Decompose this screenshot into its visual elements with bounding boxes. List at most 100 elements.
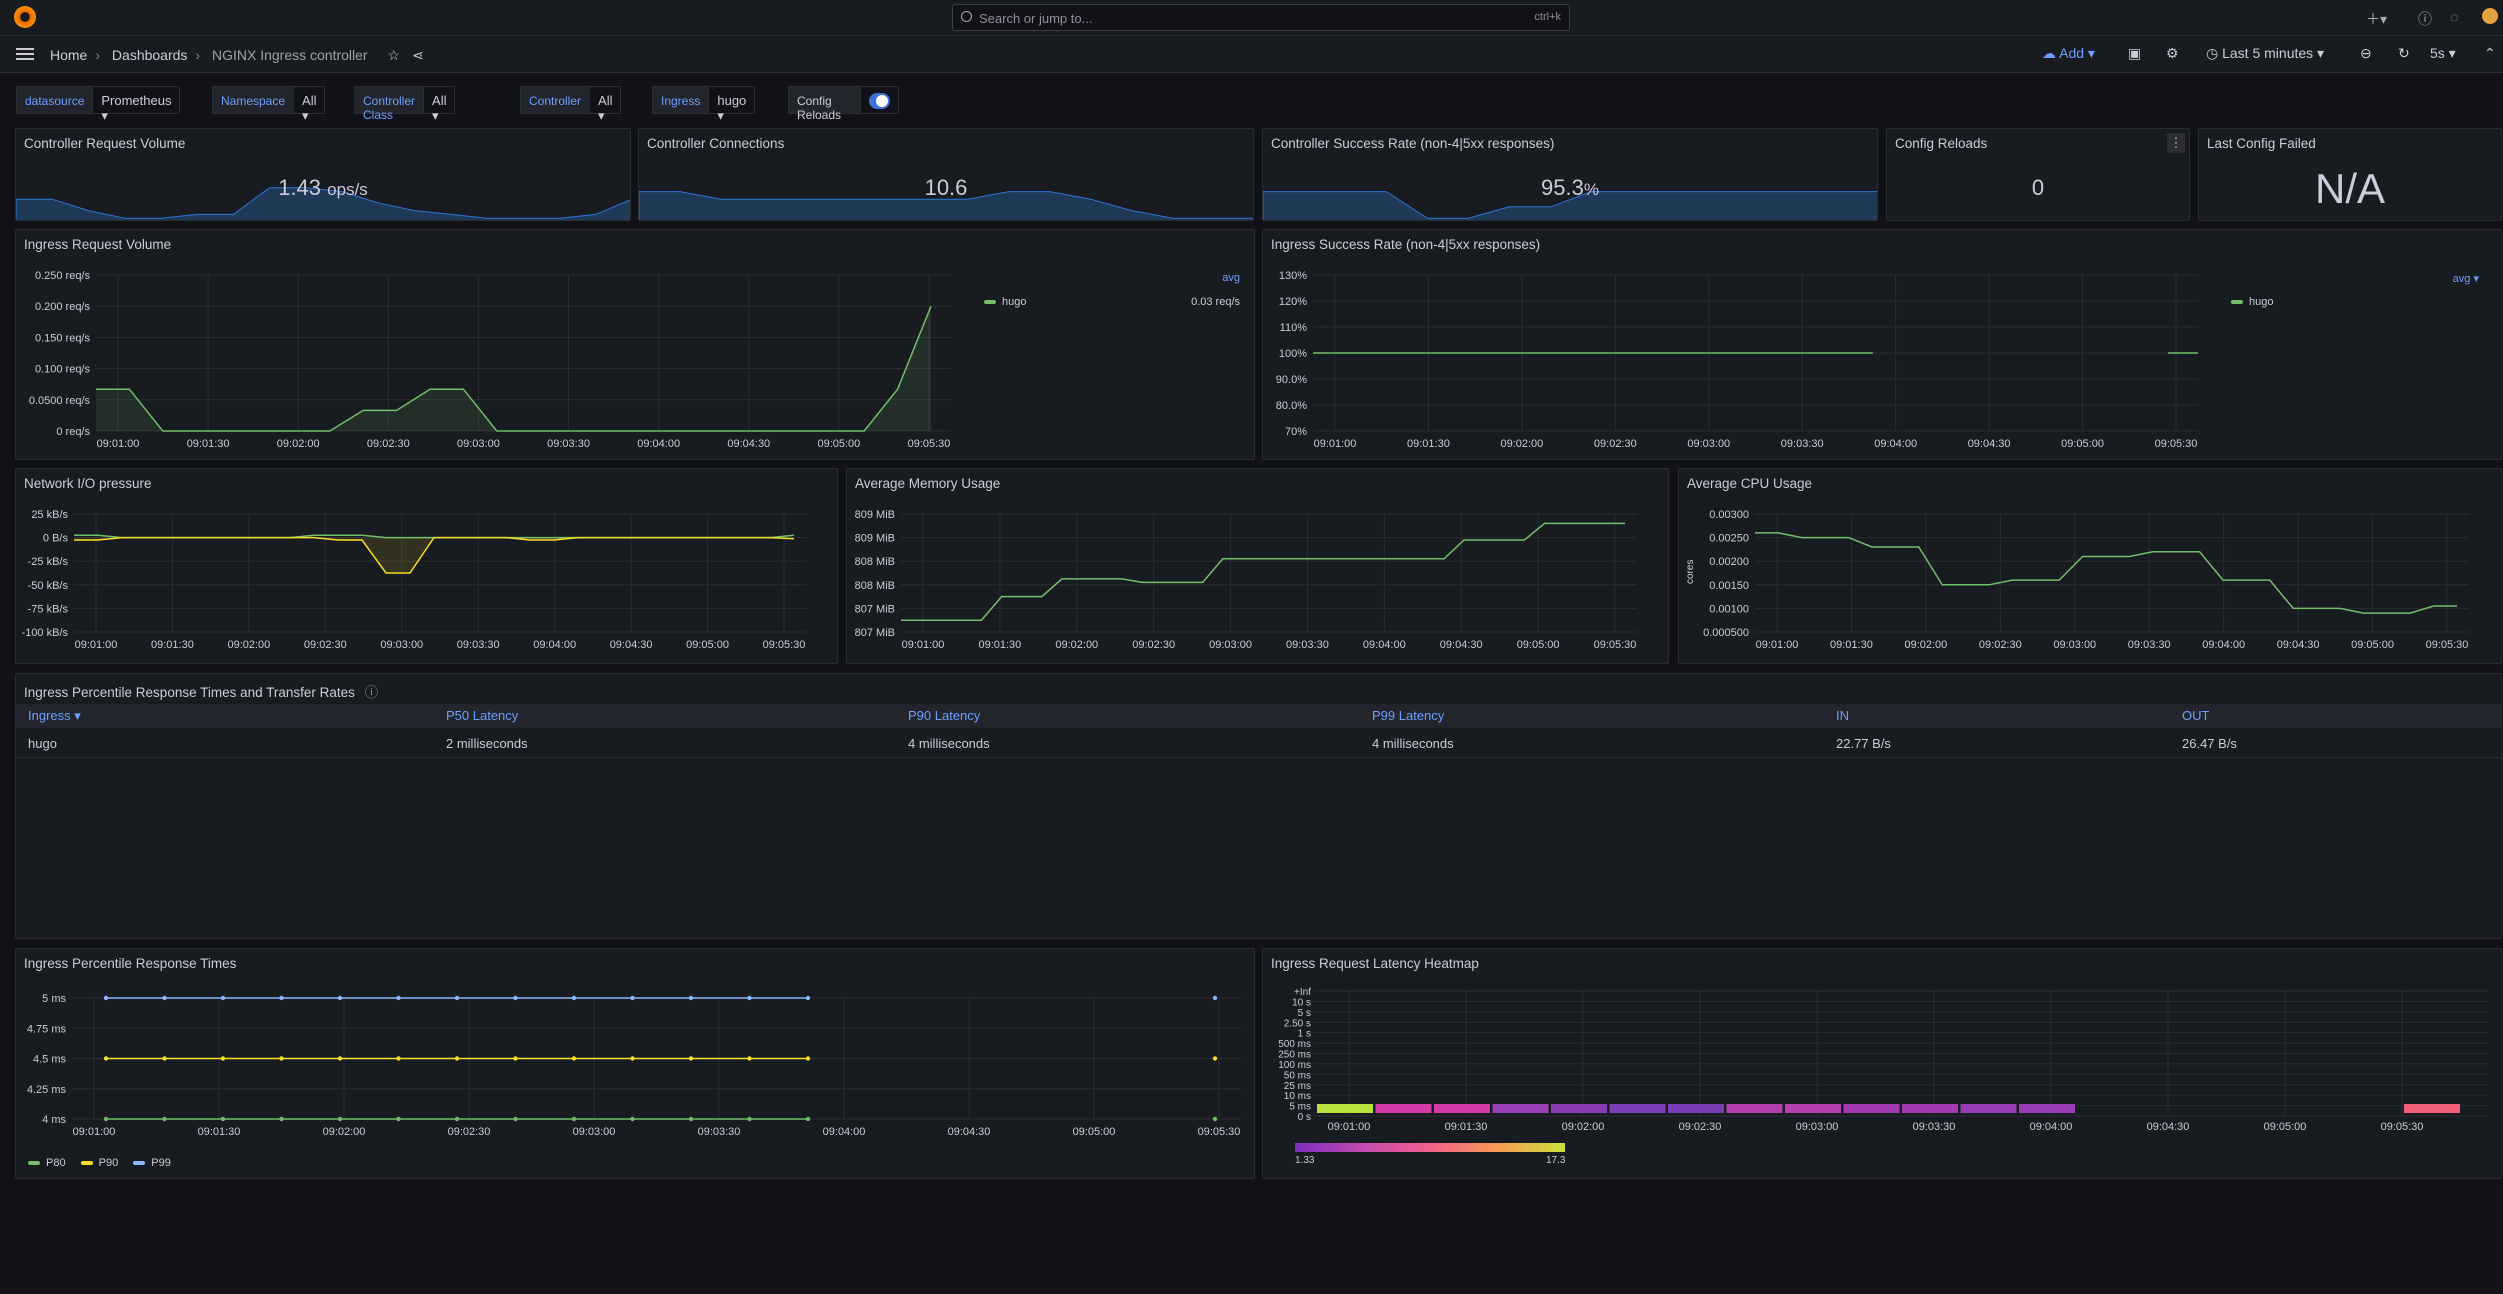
data-point [747,1116,752,1122]
panel-latency-heatmap: Ingress Request Latency Heatmap +Inf 10 s… [1262,948,2502,1179]
col-ingress[interactable]: Ingress ▾ [28,708,81,723]
scale-min: 1.33 [1295,1155,1315,1166]
data-point [805,995,811,1001]
x-tick-label: 09:05:00 [817,438,860,450]
y-tick-label: 0.00150 [1709,580,1749,592]
y-tick-label: 808 MiB [855,580,895,592]
col-p99[interactable]: P99 Latency [1372,708,1445,723]
x-tick-label: 09:01:30 [1445,1121,1488,1133]
sparkline [16,187,630,220]
data-point [337,1116,343,1122]
col-out[interactable]: OUT [2182,708,2210,723]
x-tick-label: 09:03:30 [698,1126,741,1138]
heatmap-cell [1375,1104,1432,1113]
data-point [805,1056,811,1061]
var-datasource[interactable]: datasource Prometheus ▾ [16,86,181,123]
settings-icon[interactable]: ⚙ [2166,45,2179,61]
legend-item[interactable]: hugo [2231,296,2273,308]
col-p90[interactable]: P90 Latency [908,708,981,723]
legend-item[interactable]: hugo [984,296,1026,308]
search-icon [961,11,972,22]
search-placeholder: Search or jump to... [979,11,1093,26]
x-tick-label: 09:01:00 [1756,639,1799,651]
var-controller[interactable]: Controller All ▾ [520,86,622,123]
data-point [454,995,460,1001]
panel-ingress-request-volume: Ingress Request Volume 0.250 req/s 0.200 … [15,229,1255,460]
refresh-icon[interactable]: ↻ [2398,45,2410,61]
plus-icon[interactable]: ＋▾ [2366,11,2388,27]
x-tick-label: 09:01:30 [978,639,1021,651]
panel-menu-icon[interactable]: ⋮ [2167,133,2185,153]
data-point [103,1056,109,1061]
config-reloads-toggle[interactable] [868,93,891,109]
col-p50[interactable]: P50 Latency [446,708,519,723]
stat-value: N/A [2314,165,2385,212]
var-controller-class[interactable]: Controller Class All ▾ [354,86,456,123]
legend-item-p99[interactable]: P99 [133,1157,171,1169]
legend-header[interactable]: avg [1222,272,1240,284]
x-tick-label: 09:01:30 [198,1126,241,1138]
var-namespace[interactable]: Namespace All ▾ [212,86,326,123]
data-point [513,1056,518,1061]
data-point [688,1116,694,1122]
var-value[interactable]: All ▾ [598,93,613,123]
y-tick-label: +Inf [1294,987,1311,998]
x-tick-label: 09:04:00 [1363,639,1406,651]
share-icon[interactable]: ⋖ [411,47,424,63]
help-icon[interactable]: ⓘ [2418,11,2432,27]
search-input[interactable]: Search or jump to... ctrl+k [952,4,1570,31]
breadcrumb-dashboards[interactable]: Dashboards [111,47,188,63]
heatmap-cell [1843,1104,1900,1113]
cpu-chart: 0.00300 0.00250 0.00200 0.00150 0.00100 0.000… [1685,509,2469,651]
legend-item-p80[interactable]: P80 [28,1157,66,1169]
var-value[interactable]: hugo ▾ [717,93,747,123]
x-tick-label: 09:05:30 [763,639,806,651]
y-tick-label: 0.250 req/s [35,270,91,282]
data-point [396,1116,401,1122]
network-chart: 25 kB/s 0 B/s -25 kB/s -50 kB/s -75 kB/s -100… [22,509,806,651]
zoom-out-icon[interactable]: ⊖ [2360,45,2372,61]
menu-icon[interactable] [16,48,34,60]
news-icon[interactable]: ◌ [2450,9,2459,25]
breadcrumb-home[interactable]: Home [50,47,88,63]
var-config-reloads[interactable]: Config Reloads [788,86,900,122]
refresh-interval[interactable]: 5s ▾ [2430,45,2456,61]
legend-header[interactable]: avg ▾ [2452,273,2479,285]
var-value[interactable]: Prometheus ▾ [101,93,172,123]
data-point [396,1056,401,1061]
ingress-volume-chart: 0.250 req/s 0.200 req/s 0.150 req/s 0.100 r… [29,270,951,450]
collapse-icon[interactable]: ⌃ [2484,45,2496,61]
x-tick-label: 09:05:00 [686,639,729,651]
add-button[interactable]: ☁ Add ▾ [2042,45,2095,61]
stat-value: 1.43 ops/s [278,175,368,200]
info-icon[interactable]: ⓘ [364,685,379,700]
legend-item-p90[interactable]: P90 [80,1157,118,1169]
scale-max: 17.3 [1546,1155,1566,1166]
y-tick-label: 5 ms [1289,1102,1311,1113]
save-icon[interactable]: ▣ [2128,45,2142,61]
x-tick-label: 09:04:30 [727,438,770,450]
x-tick-label: 09:03:00 [573,1126,616,1138]
var-ingress[interactable]: Ingress hugo ▾ [652,86,756,123]
data-point [747,1056,752,1061]
y-tick-label: 0 req/s [56,426,90,438]
panel-cpu: Average CPU Usage 0.00300 0.00250 0.00200 0… [1678,468,2502,664]
var-value[interactable]: All ▾ [302,93,317,123]
data-point [688,995,694,1001]
heatmap-cell [1668,1104,1724,1113]
avatar[interactable] [2482,8,2498,24]
x-tick-label: 09:04:00 [2202,639,2245,651]
data-point [571,1116,577,1122]
grafana-logo-icon[interactable] [14,6,36,28]
y-tick-label: 809 MiB [855,533,895,545]
star-icon[interactable]: ☆ [387,47,401,63]
time-picker[interactable]: ◷ Last 5 minutes ▾ [2206,45,2325,61]
panel-controller-success-rate: Controller Success Rate (non-4|5xx respo… [1262,128,1878,221]
data-point [747,995,752,1001]
heatmap-cell [1551,1104,1607,1113]
var-value[interactable]: All ▾ [432,93,447,123]
col-in[interactable]: IN [1836,708,1849,723]
data-point [688,1056,694,1061]
x-tick-label: 09:03:30 [547,438,590,450]
data-point [220,1116,226,1122]
